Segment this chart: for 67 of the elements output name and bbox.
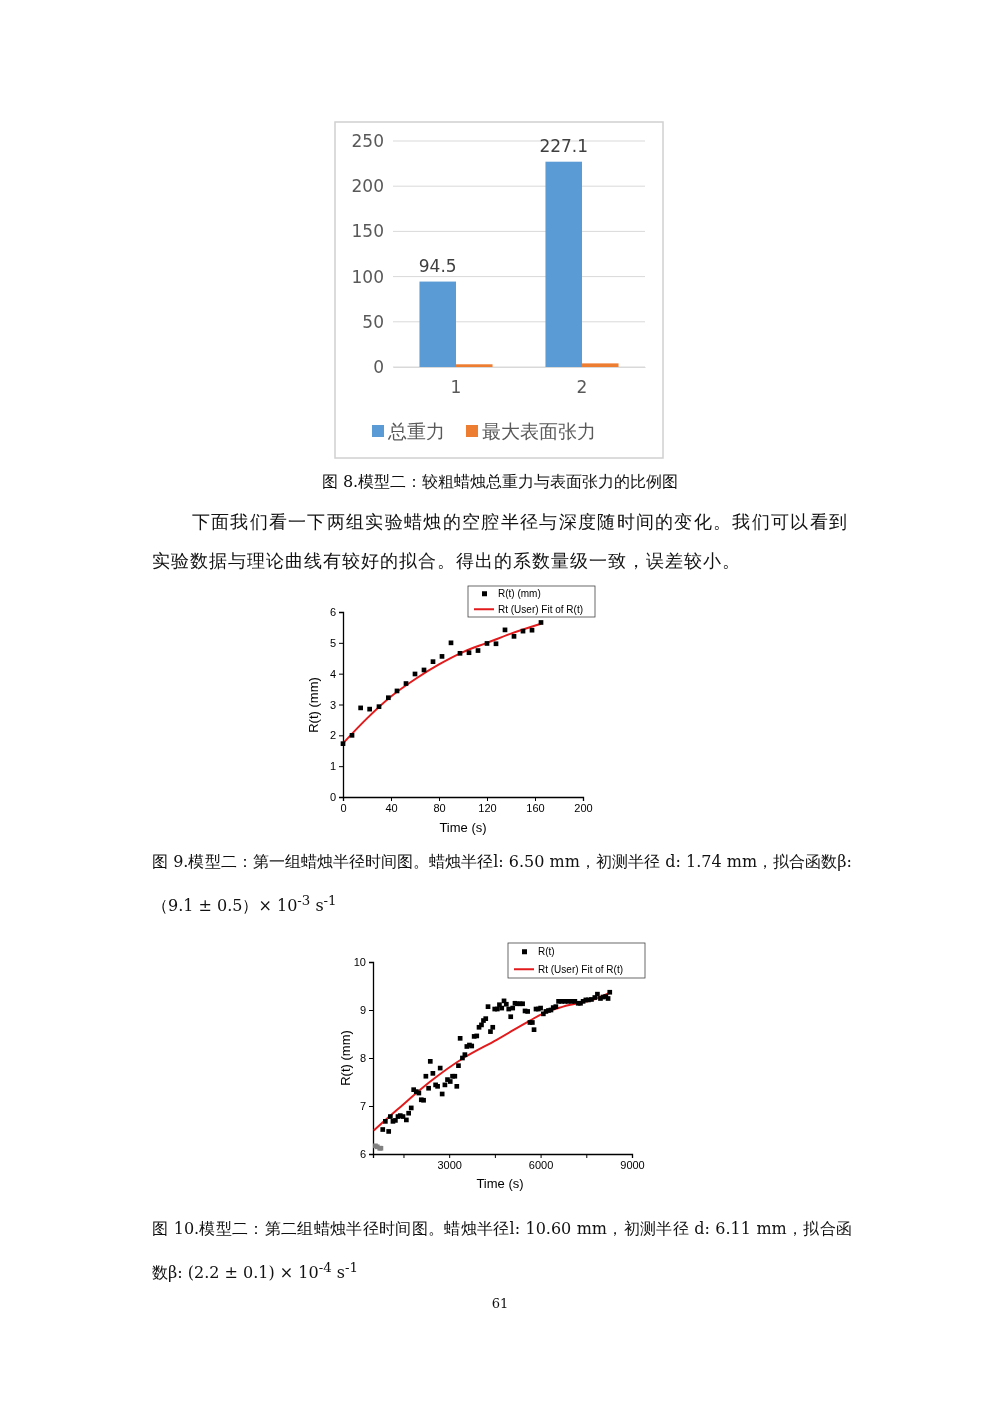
x-tick-label: 120 xyxy=(478,801,497,814)
y-tick-label: 10 xyxy=(353,956,366,969)
legend-label: 最大表面张力 xyxy=(482,420,596,442)
x-tick-label: 40 xyxy=(385,801,398,814)
caption: 图 8.模型二：较粗蜡烛总重力与表面张力的比例图 xyxy=(320,471,680,493)
data-label: 94.5 xyxy=(418,255,457,276)
bar xyxy=(456,364,493,367)
y-tick-label: 9 xyxy=(359,1004,366,1017)
x-tick-label: 0 xyxy=(340,801,347,814)
text: 图 9.模型二：第一组蜡烛半径时间图。蜡烛半径l: 6.50 mm，初测半径 d: 1.74 mm，拟合函数β:（9.1 ± 0.5）× 10$^{-3}$ s$^{-1}$ xyxy=(152,852,852,916)
legend-label: Rt (User) Fit of R(t) xyxy=(498,603,583,615)
point xyxy=(367,706,372,712)
point xyxy=(466,650,472,656)
y-tick-label: 3 xyxy=(329,698,336,711)
data-label: 227.1 xyxy=(539,135,589,156)
point xyxy=(529,627,535,633)
x-tick-label: 6000 xyxy=(528,1158,554,1171)
text: 图 10.模型二：第二组蜡烛半径时间图。蜡烛半径l: 10.60 mm，初测半径 d: 6.11 mm，拟合函数β: (2.2 ± 0.1) × 10$^{-4}$ s$^{-1}$ xyxy=(152,1219,852,1283)
y-tick-label: 4 xyxy=(329,667,336,680)
y-tick-label: 6 xyxy=(329,606,336,619)
legend-label: Rt (User) Fit of R(t) xyxy=(538,963,623,975)
point xyxy=(448,640,454,646)
text: 下面我们看一下两组实验蜡烛的空腔半径与深度随时间的变化。我们可以看到实验数据与理论曲线有较好的拟合。得出的系数量级一致，误差较小。 xyxy=(152,510,848,573)
y-tick-label: 250 xyxy=(351,130,384,151)
y-tick-label: 5 xyxy=(329,636,336,649)
x-tick-label: 3000 xyxy=(437,1158,462,1171)
point xyxy=(457,650,463,656)
bar xyxy=(582,363,619,367)
y-axis-title: R(t) (mm) xyxy=(338,1030,353,1086)
y-tick-label: 6 xyxy=(359,1148,366,1161)
point xyxy=(538,620,544,625)
point xyxy=(386,695,391,701)
y-tick-label: 150 xyxy=(351,221,384,242)
x-axis-title: Time (s) xyxy=(439,820,487,835)
point xyxy=(349,732,355,738)
x-axis-title: Time (s) xyxy=(476,1176,524,1191)
y-tick-label: 0 xyxy=(329,791,336,804)
y-tick-label: 2 xyxy=(329,729,336,742)
legend-label: 总重力 xyxy=(387,420,445,442)
legend-label: R(t) xyxy=(538,946,555,958)
line-series xyxy=(342,622,542,745)
y-tick-label: 200 xyxy=(351,176,384,197)
text: 61 xyxy=(490,1295,510,1313)
x-tick-label: 9000 xyxy=(620,1158,645,1171)
y-tick-label: 0 xyxy=(373,356,384,377)
x-tick-label: 160 xyxy=(526,801,545,814)
y-axis-title: R(t) (mm) xyxy=(306,677,321,733)
point xyxy=(376,704,382,709)
y-tick-label: 1 xyxy=(329,760,336,773)
point xyxy=(430,659,436,664)
point xyxy=(511,634,517,639)
y-tick-label: 8 xyxy=(359,1052,366,1065)
point xyxy=(493,641,499,647)
y-tick-label: 100 xyxy=(351,266,384,287)
y-tick-label: 7 xyxy=(359,1100,366,1113)
bar xyxy=(419,281,456,367)
point xyxy=(358,705,363,711)
point xyxy=(475,648,481,653)
point xyxy=(403,681,409,686)
point xyxy=(484,641,490,646)
point xyxy=(340,741,346,746)
legend-label: R(t) (mm) xyxy=(498,588,541,600)
bar xyxy=(545,161,582,367)
y-tick-label: 50 xyxy=(362,311,384,332)
x-tick-label: 200 xyxy=(574,801,593,814)
point xyxy=(439,654,445,659)
x-tick-label: 80 xyxy=(433,801,446,814)
